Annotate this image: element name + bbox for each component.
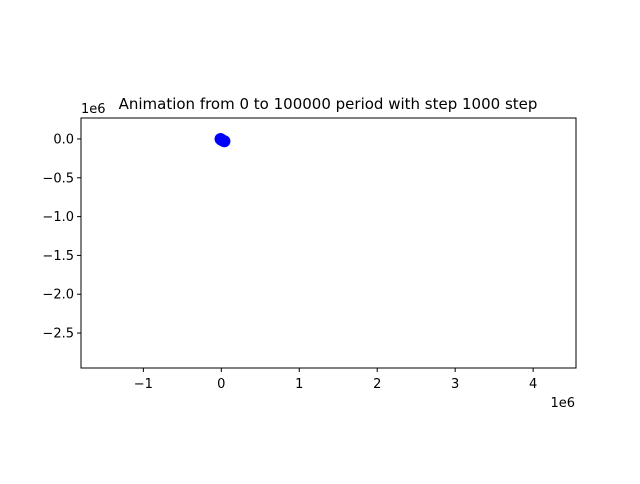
data-point (218, 135, 231, 148)
points-layer (214, 132, 231, 148)
y-tick-label: −1.5 (42, 249, 74, 264)
y-tick-label: −1.0 (42, 210, 74, 225)
x-tick-label: −1 (134, 377, 153, 392)
x-tick-label: 3 (451, 377, 459, 392)
x-tick-label: 2 (373, 377, 381, 392)
y-offset-label: 1e6 (81, 102, 106, 117)
axes-frame (80, 117, 577, 369)
x-tick-label: 1 (295, 377, 303, 392)
x-tick-label: 0 (217, 377, 225, 392)
y-tick-label: −2.0 (42, 288, 74, 303)
y-tick-label: 0.0 (53, 132, 74, 147)
x-offset-label: 1e6 (550, 396, 575, 411)
y-tick-label: −0.5 (42, 171, 74, 186)
x-tick-label: 4 (529, 377, 537, 392)
ticks-layer: −1 0 1 2 3 4 0.0 −0.5 −1.0 −1.5 −2.0 −2.5 (42, 132, 537, 392)
y-tick-label: −2.5 (42, 327, 74, 342)
chart-title: Animation from 0 to 100000 period with s… (119, 95, 538, 113)
